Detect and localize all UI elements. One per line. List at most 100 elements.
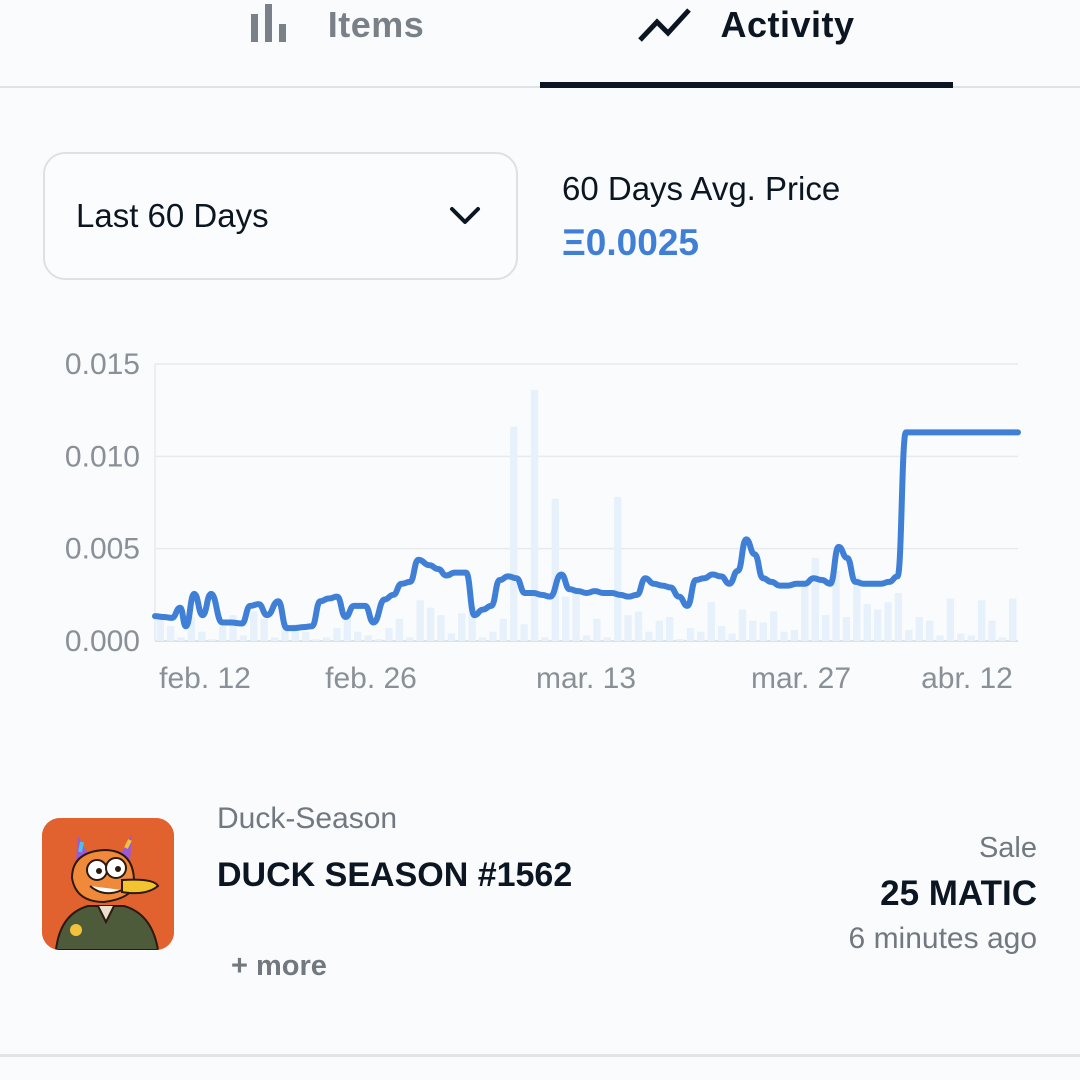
- volume-bar: [510, 426, 518, 641]
- more-button[interactable]: + more: [231, 950, 327, 982]
- volume-bar: [780, 631, 788, 641]
- divider: [0, 1054, 1080, 1057]
- volume-bar: [915, 616, 923, 641]
- tab-items-label: Items: [327, 4, 425, 45]
- avg-price-label: 60 Days Avg. Price: [562, 170, 841, 207]
- volume-bar: [894, 592, 903, 641]
- volume-bar: [749, 620, 757, 641]
- volume-bar: [946, 598, 955, 641]
- volume-bar: [582, 635, 591, 641]
- volume-bar: [250, 611, 258, 641]
- volume-bar: [697, 631, 705, 641]
- y-tick-label: 0.000: [65, 625, 140, 658]
- volume-bar: [873, 609, 882, 641]
- volume-bar: [863, 604, 871, 641]
- volume-bar: [977, 600, 986, 641]
- volume-bar: [967, 635, 975, 641]
- volume-bar: [177, 637, 185, 641]
- volume-bar: [499, 618, 507, 641]
- x-tick-label: mar. 27: [751, 662, 851, 695]
- bar-chart-icon: [246, 2, 292, 48]
- x-tick-label: feb. 26: [325, 662, 417, 695]
- price-chart: 0.015 0.010 0.005 0.000 feb. 12 feb. 26 mar. 1…: [65, 348, 1021, 695]
- volume-bar: [374, 639, 383, 641]
- volume-bar: [936, 635, 944, 641]
- volume-bar: [385, 628, 393, 641]
- volume-bar: [156, 618, 164, 641]
- volume-bar: [998, 637, 1007, 641]
- volume-bar: [614, 496, 622, 641]
- volume-bar: [208, 639, 216, 641]
- event-type-label: Sale: [978, 832, 1037, 864]
- volume-bar: [738, 609, 747, 641]
- time-range-select[interactable]: Last 60 Days: [43, 152, 518, 280]
- volume-bar: [541, 637, 549, 641]
- tab-bar: Items Activity: [0, 0, 1080, 88]
- volume-bar: [468, 605, 476, 641]
- volume-bar: [666, 616, 674, 641]
- volume-bar: [198, 631, 206, 641]
- volume-bar: [593, 618, 601, 641]
- volume-bar: [957, 633, 965, 641]
- volume-bar: [718, 626, 726, 641]
- item-name[interactable]: DUCK SEASON #1562: [217, 856, 573, 894]
- y-tick-label: 0.005: [65, 533, 140, 566]
- volume-bar: [832, 570, 840, 641]
- tab-activity[interactable]: Activity: [540, 0, 953, 88]
- volume-bar: [707, 602, 715, 641]
- volume-bar: [343, 611, 351, 641]
- volume-bar: [187, 616, 196, 641]
- volume-bar: [562, 596, 570, 641]
- volume-bar: [354, 631, 362, 641]
- volume-bar: [530, 389, 539, 641]
- volume-bar: [520, 624, 528, 641]
- volume-bar: [686, 628, 695, 641]
- x-tick-label: abr. 12: [921, 662, 1013, 695]
- time-range-value: Last 60 Days: [76, 197, 269, 234]
- volume-bar: [229, 615, 237, 641]
- volume-bar: [260, 618, 268, 641]
- price-line: [152, 429, 1021, 632]
- volume-bar: [645, 631, 653, 641]
- volume-bar: [728, 633, 736, 641]
- volume-bar: [884, 602, 892, 641]
- volume-bar: [312, 639, 320, 641]
- volume-bar: [302, 631, 310, 641]
- volume-bar: [437, 615, 445, 641]
- duck-avatar-image: [42, 818, 174, 950]
- volume-bar: [166, 626, 175, 641]
- volume-bar: [925, 620, 934, 641]
- item-thumbnail[interactable]: [42, 818, 174, 950]
- chevron-down-icon: [448, 202, 482, 232]
- volume-bar: [489, 631, 497, 641]
- tab-items[interactable]: Items: [130, 0, 540, 86]
- volume-bar: [676, 639, 684, 641]
- tab-activity-label: Activity: [720, 4, 855, 45]
- volume-bar: [333, 628, 341, 641]
- volume-bar: [572, 592, 580, 641]
- volume-bar: [624, 615, 632, 641]
- x-tick-label: feb. 12: [159, 662, 251, 695]
- volume-bar: [270, 637, 279, 641]
- volume-bar: [1009, 598, 1017, 641]
- volume-bar: [905, 629, 913, 641]
- volume-bar: [551, 498, 559, 641]
- volume-bar: [988, 620, 996, 641]
- collection-name[interactable]: Duck-Season: [217, 802, 398, 835]
- x-tick-label: mar. 13: [536, 662, 636, 695]
- volume-bar: [458, 613, 466, 641]
- y-tick-label: 0.015: [65, 348, 140, 381]
- volume-bar: [395, 618, 403, 641]
- volume-bar: [291, 624, 300, 641]
- volume-bar: [239, 635, 248, 641]
- volume-bar: [426, 607, 435, 641]
- volume-bar: [655, 620, 663, 641]
- volume-bar: [790, 629, 799, 641]
- volume-bar: [853, 576, 861, 641]
- avg-price-value: Ξ0.0025: [562, 222, 699, 263]
- volume-bar: [281, 622, 289, 641]
- sale-price: 25 MATIC: [880, 874, 1037, 913]
- volume-bar: [447, 633, 455, 641]
- volume-bar: [822, 615, 830, 641]
- volume-bar: [801, 581, 809, 641]
